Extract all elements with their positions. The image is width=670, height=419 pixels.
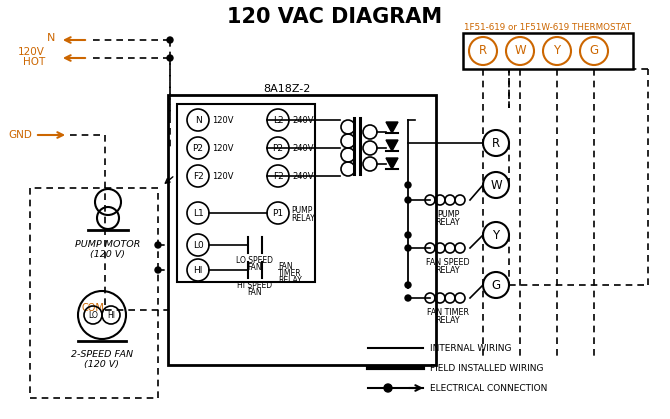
Text: LO SPEED: LO SPEED xyxy=(237,256,273,265)
Text: P1: P1 xyxy=(273,209,283,217)
Text: 120V: 120V xyxy=(18,47,45,57)
Circle shape xyxy=(405,182,411,188)
Text: GND: GND xyxy=(8,130,32,140)
Text: W: W xyxy=(514,44,526,57)
Text: HI SPEED: HI SPEED xyxy=(237,281,273,290)
Text: PUMP MOTOR
(120 V): PUMP MOTOR (120 V) xyxy=(75,240,141,259)
Text: LO: LO xyxy=(88,310,98,320)
Circle shape xyxy=(405,282,411,288)
Text: N: N xyxy=(194,116,202,124)
Circle shape xyxy=(405,295,411,301)
Text: RELAY: RELAY xyxy=(436,266,460,275)
Polygon shape xyxy=(386,140,398,151)
Circle shape xyxy=(384,384,392,392)
Circle shape xyxy=(167,55,173,61)
Text: RELAY: RELAY xyxy=(291,214,315,222)
Text: L0: L0 xyxy=(193,241,204,249)
Text: PUMP: PUMP xyxy=(437,210,459,219)
Text: FAN TIMER: FAN TIMER xyxy=(427,308,469,317)
Circle shape xyxy=(155,267,161,273)
Text: HI: HI xyxy=(194,266,203,274)
Text: FAN SPEED: FAN SPEED xyxy=(426,258,470,267)
Text: G: G xyxy=(590,44,598,57)
Text: RELAY: RELAY xyxy=(436,316,460,325)
Text: F2: F2 xyxy=(193,171,204,181)
Text: FAN: FAN xyxy=(248,288,263,297)
Text: PUMP: PUMP xyxy=(291,205,312,215)
Circle shape xyxy=(167,37,173,43)
Text: 2-SPEED FAN
(120 V): 2-SPEED FAN (120 V) xyxy=(71,350,133,370)
Text: TIMER: TIMER xyxy=(278,269,302,277)
Text: P2: P2 xyxy=(273,143,283,153)
Text: 120 VAC DIAGRAM: 120 VAC DIAGRAM xyxy=(227,7,443,27)
Text: FIELD INSTALLED WIRING: FIELD INSTALLED WIRING xyxy=(430,364,543,372)
Text: 240V: 240V xyxy=(292,171,314,181)
Text: G: G xyxy=(491,279,500,292)
Text: F2: F2 xyxy=(273,171,283,181)
Text: HOT: HOT xyxy=(23,57,45,67)
Bar xyxy=(168,95,436,365)
Bar xyxy=(463,33,633,69)
Text: FAN: FAN xyxy=(278,261,293,271)
Text: Y: Y xyxy=(492,228,500,241)
Text: N: N xyxy=(47,33,55,43)
Polygon shape xyxy=(386,158,398,169)
Circle shape xyxy=(405,245,411,251)
Text: RELAY: RELAY xyxy=(436,218,460,227)
Text: 240V: 240V xyxy=(292,116,314,124)
Text: Y: Y xyxy=(553,44,561,57)
Text: P2: P2 xyxy=(192,143,204,153)
Text: INTERNAL WIRING: INTERNAL WIRING xyxy=(430,344,511,352)
Text: ELECTRICAL CONNECTION: ELECTRICAL CONNECTION xyxy=(430,383,547,393)
Circle shape xyxy=(405,197,411,203)
Text: COM: COM xyxy=(82,303,105,313)
Text: 240V: 240V xyxy=(292,143,314,153)
Text: 120V: 120V xyxy=(212,116,234,124)
Text: W: W xyxy=(490,178,502,191)
Text: FAN: FAN xyxy=(248,263,263,272)
Text: 120V: 120V xyxy=(212,143,234,153)
Text: L1: L1 xyxy=(193,209,204,217)
Text: R: R xyxy=(479,44,487,57)
Bar xyxy=(177,104,315,282)
Text: R: R xyxy=(492,137,500,150)
Text: RELAY: RELAY xyxy=(278,276,302,285)
Text: HI: HI xyxy=(107,310,115,320)
Text: 8A18Z-2: 8A18Z-2 xyxy=(263,84,311,94)
Circle shape xyxy=(405,232,411,238)
Text: 1F51-619 or 1F51W-619 THERMOSTAT: 1F51-619 or 1F51W-619 THERMOSTAT xyxy=(464,23,632,33)
Polygon shape xyxy=(386,122,398,133)
Text: 120V: 120V xyxy=(212,171,234,181)
Circle shape xyxy=(155,242,161,248)
Text: L2: L2 xyxy=(273,116,283,124)
